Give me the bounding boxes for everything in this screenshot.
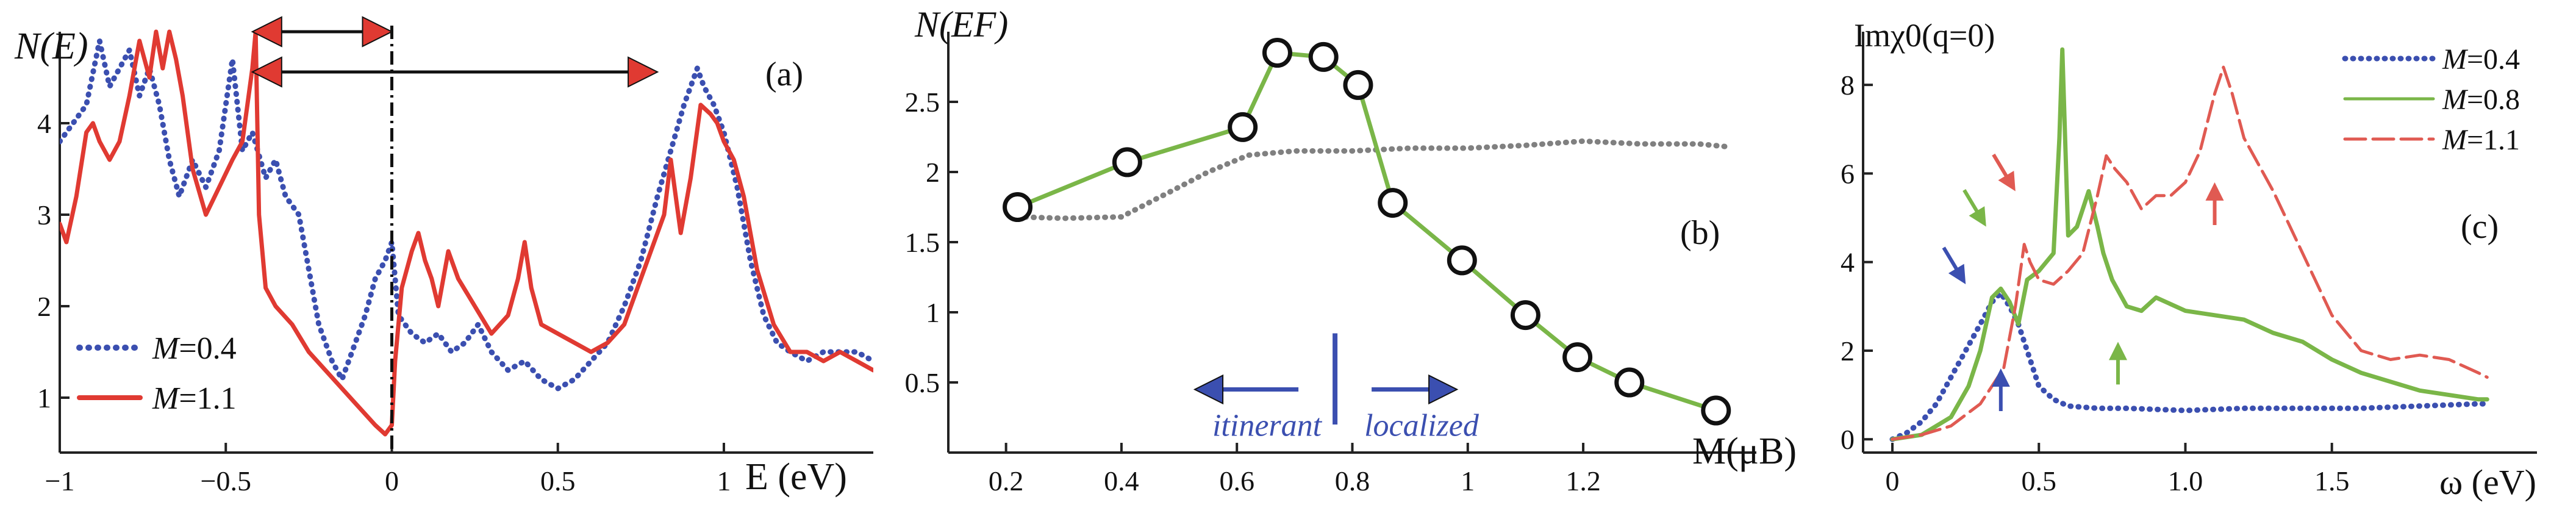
itinerant-label: itinerant bbox=[1212, 408, 1323, 443]
y-tick-label: 4 bbox=[1841, 247, 1855, 278]
legend-italic: M bbox=[152, 331, 181, 366]
data-point-marker bbox=[1003, 192, 1033, 222]
y-tick-label: 1.5 bbox=[905, 227, 940, 258]
peak-arrow-head bbox=[1991, 368, 2010, 387]
series-group bbox=[60, 29, 873, 437]
range-arrow-head-right bbox=[362, 16, 393, 48]
legend-entry: M=0.8 bbox=[2442, 84, 2520, 116]
y-axis-label: N(E) bbox=[14, 26, 88, 67]
x-tick-label: 1.2 bbox=[1565, 465, 1601, 496]
data-point-marker bbox=[1447, 245, 1477, 276]
x-axis-label: M(μB) bbox=[1692, 431, 1797, 472]
data-point-marker bbox=[1343, 70, 1373, 100]
x-tick-label: 1.5 bbox=[2314, 465, 2350, 496]
y-tick-label: 1 bbox=[37, 382, 51, 414]
panel-label: (c) bbox=[2461, 208, 2499, 246]
y-tick-label: 0.5 bbox=[905, 367, 940, 398]
y-tick-label: 1 bbox=[926, 297, 940, 328]
range-arrow-head-left bbox=[251, 56, 282, 88]
legend-entry: M=0.4 bbox=[2442, 43, 2520, 76]
legend-value: =0.4 bbox=[2467, 43, 2520, 76]
legend-italic: M bbox=[2442, 43, 2469, 76]
y-tick-label: 8 bbox=[1841, 70, 1855, 101]
x-tick-label: 0.2 bbox=[989, 465, 1024, 496]
x-tick-label: 1 bbox=[717, 465, 731, 496]
y-tick-label: 2 bbox=[37, 291, 51, 322]
peak-arrow-head bbox=[1969, 206, 1986, 227]
series-line-m-1-1 bbox=[60, 29, 873, 437]
y-axis-label: Imχ0(q=0) bbox=[1854, 17, 1995, 54]
legend-value: =0.4 bbox=[179, 331, 236, 366]
legend-value: =0.8 bbox=[2467, 84, 2520, 116]
data-point-marker bbox=[1112, 147, 1142, 177]
y-tick-label: 2 bbox=[926, 157, 940, 188]
legend-italic: M bbox=[2442, 124, 2469, 156]
x-tick-label: 0.6 bbox=[1219, 465, 1254, 496]
peak-arrow-head bbox=[2205, 182, 2224, 201]
data-point-marker bbox=[1228, 112, 1258, 142]
panel-label: (a) bbox=[765, 56, 803, 93]
y-tick-label: 2.5 bbox=[905, 87, 940, 118]
x-tick-label: 0.5 bbox=[540, 465, 576, 496]
localized-label: localized bbox=[1364, 408, 1479, 443]
x-tick-label: 0.8 bbox=[1335, 465, 1370, 496]
legend-italic: M bbox=[152, 381, 181, 416]
legend-value: =1.1 bbox=[179, 381, 236, 416]
x-tick-label: 0.5 bbox=[2022, 465, 2057, 496]
series-line-m-0-8 bbox=[1890, 47, 2489, 442]
range-arrow-head-left bbox=[251, 16, 282, 48]
y-axis-label: N(EF) bbox=[914, 4, 1008, 45]
series-line-m-0-4 bbox=[60, 38, 873, 392]
data-point-marker bbox=[1262, 38, 1292, 68]
legend-entry: M=0.4 bbox=[152, 331, 237, 366]
peak-arrow-head bbox=[1998, 171, 2016, 192]
data-point-marker bbox=[1308, 41, 1339, 72]
range-arrow-head-right bbox=[628, 56, 659, 88]
peak-arrow-head bbox=[1948, 263, 1966, 284]
y-tick-label: 0 bbox=[1841, 424, 1855, 455]
x-axis-label: E (eV) bbox=[745, 456, 847, 498]
data-point-marker bbox=[1510, 300, 1540, 331]
data-point-marker bbox=[1378, 188, 1408, 218]
x-tick-label: −1 bbox=[45, 465, 75, 496]
legend-entry: M=1.1 bbox=[152, 381, 237, 416]
data-point-marker bbox=[1562, 342, 1593, 373]
series-line-m-1-1 bbox=[1891, 65, 2489, 441]
x-tick-label: 0 bbox=[385, 465, 399, 496]
x-axis-label: ω (eV) bbox=[2439, 462, 2536, 502]
itinerant-arrow-head bbox=[1193, 374, 1224, 405]
x-tick-label: 0 bbox=[1886, 465, 1900, 496]
data-point-marker bbox=[1701, 395, 1731, 426]
y-tick-label: 6 bbox=[1841, 158, 1855, 189]
x-tick-label: 1.0 bbox=[2168, 465, 2203, 496]
y-tick-label: 3 bbox=[37, 199, 51, 231]
x-tick-label: 0.4 bbox=[1104, 465, 1139, 496]
legend-italic: M bbox=[2442, 84, 2469, 116]
peak-arrow-head bbox=[2109, 342, 2127, 360]
series-line-gray-dotted bbox=[1015, 138, 1731, 221]
series-line-m-0-4 bbox=[1889, 290, 2490, 442]
x-tick-label: 1 bbox=[1461, 465, 1475, 496]
data-point-marker bbox=[1614, 367, 1645, 398]
y-tick-label: 4 bbox=[37, 108, 51, 139]
x-tick-label: −0.5 bbox=[201, 465, 251, 496]
legend-entry: M=1.1 bbox=[2442, 124, 2520, 156]
series-line-green bbox=[1015, 51, 1719, 413]
legend-value: =1.1 bbox=[2467, 124, 2520, 156]
panel-b-nef-chart: 0.2 0.4 0.6 0.8 1 1.2 0.5 1 1.5 2 2.5 itinerant loca… bbox=[905, 4, 1797, 496]
localized-arrow-head bbox=[1428, 374, 1459, 405]
y-tick-label: 2 bbox=[1841, 335, 1855, 367]
panel-label: (b) bbox=[1680, 214, 1720, 252]
